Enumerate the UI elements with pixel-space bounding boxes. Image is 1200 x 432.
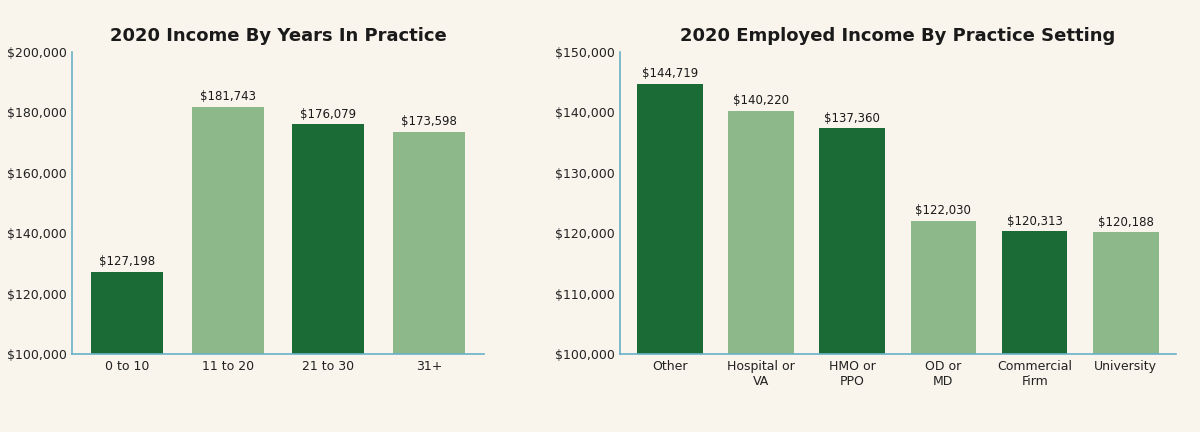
Text: $127,198: $127,198 [100, 255, 155, 268]
Bar [292, 124, 365, 432]
Text: $122,030: $122,030 [916, 204, 971, 217]
Bar [1093, 232, 1159, 432]
Text: $176,079: $176,079 [300, 108, 356, 121]
Bar [91, 272, 163, 432]
Title: 2020 Income By Years In Practice: 2020 Income By Years In Practice [109, 27, 446, 45]
Text: $120,188: $120,188 [1098, 216, 1153, 229]
Text: $137,360: $137,360 [824, 111, 880, 125]
Title: 2020 Employed Income By Practice Setting: 2020 Employed Income By Practice Setting [680, 27, 1116, 45]
Bar [728, 111, 794, 432]
Text: $181,743: $181,743 [199, 90, 256, 103]
Bar [820, 128, 886, 432]
Bar [1002, 232, 1068, 432]
Bar [637, 84, 703, 432]
Bar [192, 107, 264, 432]
Bar [911, 221, 977, 432]
Text: $140,220: $140,220 [733, 94, 790, 108]
Text: $144,719: $144,719 [642, 67, 698, 80]
Text: $120,313: $120,313 [1007, 215, 1062, 228]
Bar [392, 132, 464, 432]
Text: $173,598: $173,598 [401, 115, 457, 128]
